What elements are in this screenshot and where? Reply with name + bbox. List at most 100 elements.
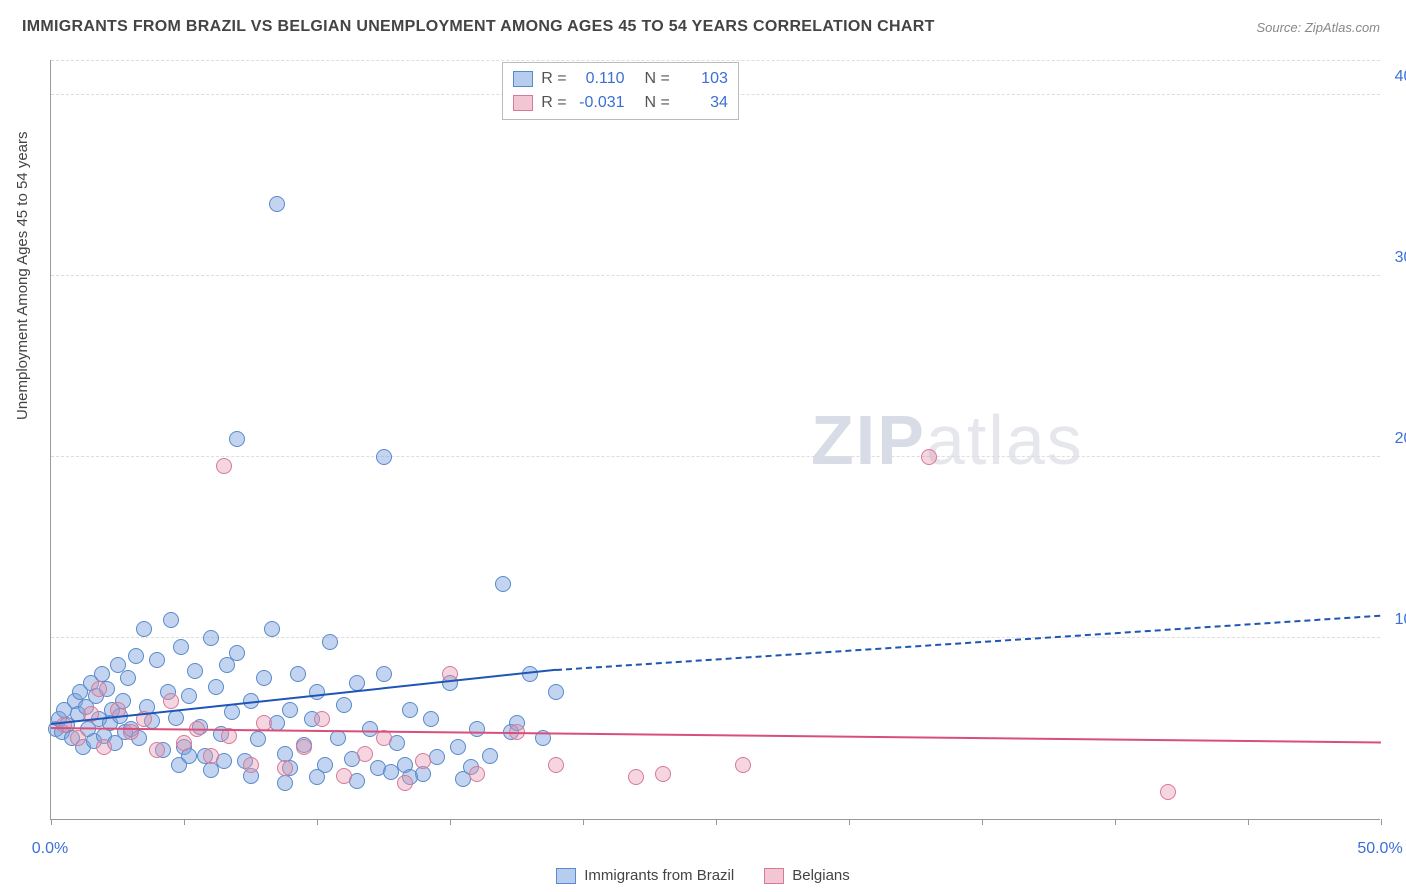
data-point bbox=[181, 688, 197, 704]
data-point bbox=[128, 648, 144, 664]
data-point bbox=[314, 711, 330, 727]
data-point bbox=[256, 670, 272, 686]
r-value: -0.031 bbox=[575, 91, 625, 115]
data-point bbox=[282, 702, 298, 718]
x-tick bbox=[716, 819, 717, 825]
data-point bbox=[322, 634, 338, 650]
data-point bbox=[136, 621, 152, 637]
data-point bbox=[397, 775, 413, 791]
data-point bbox=[482, 748, 498, 764]
data-point bbox=[269, 196, 285, 212]
legend-row: R = -0.031 N = 34 bbox=[513, 91, 728, 115]
y-tick-label: 10.0% bbox=[1395, 611, 1406, 629]
data-point bbox=[522, 666, 538, 682]
n-label: N = bbox=[645, 91, 670, 115]
plot-area: ZIPatlas 10.0%20.0%30.0%40.0% bbox=[50, 60, 1380, 820]
data-point bbox=[229, 431, 245, 447]
data-point bbox=[548, 684, 564, 700]
data-point bbox=[450, 739, 466, 755]
legend-item: Belgians bbox=[764, 867, 850, 884]
data-point bbox=[120, 670, 136, 686]
data-point bbox=[735, 757, 751, 773]
gridline bbox=[51, 637, 1380, 638]
data-point bbox=[376, 449, 392, 465]
gridline bbox=[51, 456, 1380, 457]
data-point bbox=[277, 760, 293, 776]
data-point bbox=[91, 681, 107, 697]
data-point bbox=[1160, 784, 1176, 800]
chart-title: IMMIGRANTS FROM BRAZIL VS BELGIAN UNEMPL… bbox=[22, 18, 935, 36]
y-axis-label: Unemployment Among Ages 45 to 54 years bbox=[14, 131, 31, 420]
data-point bbox=[290, 666, 306, 682]
data-point bbox=[56, 717, 72, 733]
data-point bbox=[277, 775, 293, 791]
x-tick bbox=[317, 819, 318, 825]
data-point bbox=[96, 739, 112, 755]
legend-swatch bbox=[513, 71, 533, 87]
data-point bbox=[415, 753, 431, 769]
data-point bbox=[216, 458, 232, 474]
x-tick bbox=[184, 819, 185, 825]
x-tick bbox=[849, 819, 850, 825]
data-point bbox=[171, 757, 187, 773]
data-point bbox=[176, 735, 192, 751]
data-point bbox=[163, 693, 179, 709]
data-point bbox=[187, 663, 203, 679]
r-label: R = bbox=[541, 67, 566, 91]
legend-row: R =0.110N =103 bbox=[513, 67, 728, 91]
data-point bbox=[469, 766, 485, 782]
watermark: ZIPatlas bbox=[811, 400, 1084, 480]
y-tick-label: 20.0% bbox=[1395, 430, 1406, 448]
x-tick-label: 50.0% bbox=[1357, 840, 1402, 858]
y-tick-label: 40.0% bbox=[1395, 68, 1406, 86]
data-point bbox=[402, 702, 418, 718]
data-point bbox=[376, 666, 392, 682]
legend-bottom: Immigrants from Brazil Belgians bbox=[0, 867, 1406, 884]
data-point bbox=[336, 768, 352, 784]
data-point bbox=[628, 769, 644, 785]
data-point bbox=[224, 704, 240, 720]
x-tick bbox=[982, 819, 983, 825]
data-point bbox=[203, 748, 219, 764]
trend-line bbox=[556, 614, 1381, 670]
x-tick bbox=[1115, 819, 1116, 825]
data-point bbox=[921, 449, 937, 465]
x-tick-label: 0.0% bbox=[32, 840, 68, 858]
data-point bbox=[163, 612, 179, 628]
data-point bbox=[357, 746, 373, 762]
data-point bbox=[495, 576, 511, 592]
legend-label: Immigrants from Brazil bbox=[584, 867, 734, 884]
data-point bbox=[203, 630, 219, 646]
data-point bbox=[548, 757, 564, 773]
data-point bbox=[123, 724, 139, 740]
data-point bbox=[336, 697, 352, 713]
data-point bbox=[149, 742, 165, 758]
data-point bbox=[655, 766, 671, 782]
data-point bbox=[309, 684, 325, 700]
x-tick bbox=[1248, 819, 1249, 825]
n-label: N = bbox=[645, 67, 670, 91]
data-point bbox=[173, 639, 189, 655]
source-label: Source: ZipAtlas.com bbox=[1256, 20, 1380, 35]
data-point bbox=[309, 769, 325, 785]
legend-swatch bbox=[556, 868, 576, 884]
legend-swatch bbox=[513, 95, 533, 111]
n-value: 34 bbox=[678, 91, 728, 115]
x-tick bbox=[51, 819, 52, 825]
r-label: R = bbox=[541, 91, 566, 115]
data-point bbox=[208, 679, 224, 695]
data-point bbox=[469, 721, 485, 737]
watermark-zip: ZIP bbox=[811, 401, 926, 479]
gridline bbox=[51, 60, 1380, 61]
data-point bbox=[423, 711, 439, 727]
data-point bbox=[296, 739, 312, 755]
data-point bbox=[149, 652, 165, 668]
gridline bbox=[51, 275, 1380, 276]
watermark-atlas: atlas bbox=[926, 401, 1084, 479]
n-value: 103 bbox=[678, 67, 728, 91]
x-tick bbox=[450, 819, 451, 825]
legend-swatch bbox=[764, 868, 784, 884]
x-tick bbox=[583, 819, 584, 825]
x-tick bbox=[1381, 819, 1382, 825]
data-point bbox=[229, 645, 245, 661]
